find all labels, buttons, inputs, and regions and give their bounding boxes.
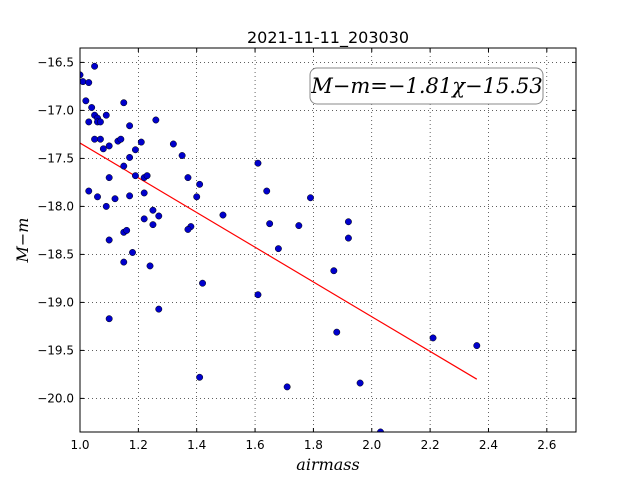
data-point xyxy=(96,118,104,126)
data-point xyxy=(330,267,338,275)
data-point xyxy=(105,315,113,323)
data-point xyxy=(85,118,93,126)
data-point xyxy=(254,291,262,299)
data-point xyxy=(295,222,303,230)
data-point xyxy=(199,279,206,287)
y-tick-label: −17.5 xyxy=(37,151,74,165)
data-point xyxy=(196,373,204,381)
x-tick-label: 2.4 xyxy=(479,438,498,452)
data-point xyxy=(94,193,101,201)
data-point xyxy=(140,189,148,197)
data-point xyxy=(184,225,192,233)
x-axis-label: airmass xyxy=(296,455,359,474)
data-point xyxy=(149,206,157,214)
data-point xyxy=(344,234,352,242)
data-point xyxy=(82,97,90,105)
data-point xyxy=(99,145,107,153)
data-point xyxy=(105,142,113,150)
data-point xyxy=(96,135,104,143)
data-point xyxy=(169,140,177,148)
data-point xyxy=(219,211,227,219)
data-point xyxy=(85,187,93,195)
data-point xyxy=(131,146,139,154)
data-point xyxy=(102,111,110,119)
data-point xyxy=(274,245,282,253)
data-point xyxy=(356,379,364,387)
data-point xyxy=(137,138,145,146)
x-tick-label: 2.2 xyxy=(421,438,440,452)
axes-frame xyxy=(79,47,577,433)
plot-area xyxy=(80,62,481,432)
data-point xyxy=(283,383,291,391)
x-tick-label: 1.4 xyxy=(187,438,206,452)
data-point xyxy=(120,162,128,170)
y-tick-label: −19.5 xyxy=(37,343,74,357)
data-point xyxy=(146,262,154,270)
data-point xyxy=(140,215,148,223)
y-tick-label: −16.5 xyxy=(37,55,74,69)
data-point xyxy=(102,202,110,210)
x-tick-label: 1.0 xyxy=(70,438,89,452)
equation-annotation: M−m=−1.81χ−15.53 xyxy=(309,67,544,105)
data-point xyxy=(126,122,134,130)
data-point xyxy=(178,152,186,159)
data-point xyxy=(429,334,437,342)
x-tick-label: 2.0 xyxy=(362,438,381,452)
chart-title: 2021-11-11_203030 xyxy=(247,28,409,48)
axis-ticks: 1.0 1.2 1.4 1.6 1.8 2.0 2.2 2.4 2.6 −16.5 −17.0 −17… xyxy=(37,48,576,452)
data-point xyxy=(123,226,131,234)
data-point xyxy=(266,220,274,228)
data-point xyxy=(91,135,99,143)
data-point xyxy=(143,172,151,180)
data-point xyxy=(117,135,125,143)
grid xyxy=(79,48,576,432)
data-point xyxy=(196,180,204,188)
data-point xyxy=(149,221,157,229)
data-point xyxy=(263,187,271,195)
data-point xyxy=(254,159,262,167)
data-point xyxy=(333,328,341,336)
y-tick-label: −18.5 xyxy=(37,247,74,261)
y-tick-label: −18.0 xyxy=(37,199,74,213)
data-point xyxy=(307,194,314,202)
data-point xyxy=(126,153,134,161)
data-point xyxy=(184,174,192,182)
x-tick-label: 1.6 xyxy=(246,438,265,452)
data-point xyxy=(120,99,128,107)
x-tick-label: 1.8 xyxy=(304,438,323,452)
data-point xyxy=(473,342,481,350)
data-point xyxy=(344,218,352,226)
y-tick-label: −17.0 xyxy=(37,103,74,117)
y-tick-label: −19.0 xyxy=(37,295,74,309)
data-point xyxy=(80,78,87,86)
data-point xyxy=(126,192,134,200)
data-point xyxy=(105,174,113,182)
data-point xyxy=(88,104,96,111)
data-point xyxy=(120,258,128,266)
fit-line xyxy=(80,142,478,380)
data-point xyxy=(85,79,93,87)
data-point xyxy=(193,193,201,201)
data-point xyxy=(105,236,113,244)
y-tick-label: −20.0 xyxy=(37,391,74,405)
data-point xyxy=(152,116,160,124)
data-point xyxy=(131,172,139,180)
y-axis-label: M−m xyxy=(13,218,32,264)
data-point xyxy=(91,62,99,70)
data-point xyxy=(155,305,163,313)
x-tick-label: 1.2 xyxy=(129,438,148,452)
data-point xyxy=(111,195,119,203)
x-tick-label: 2.6 xyxy=(537,438,556,452)
data-point xyxy=(129,249,136,256)
data-point xyxy=(155,212,163,220)
annotation-box xyxy=(309,67,544,105)
annotation-text: M−m=−1.81χ−15.53 xyxy=(310,74,542,98)
